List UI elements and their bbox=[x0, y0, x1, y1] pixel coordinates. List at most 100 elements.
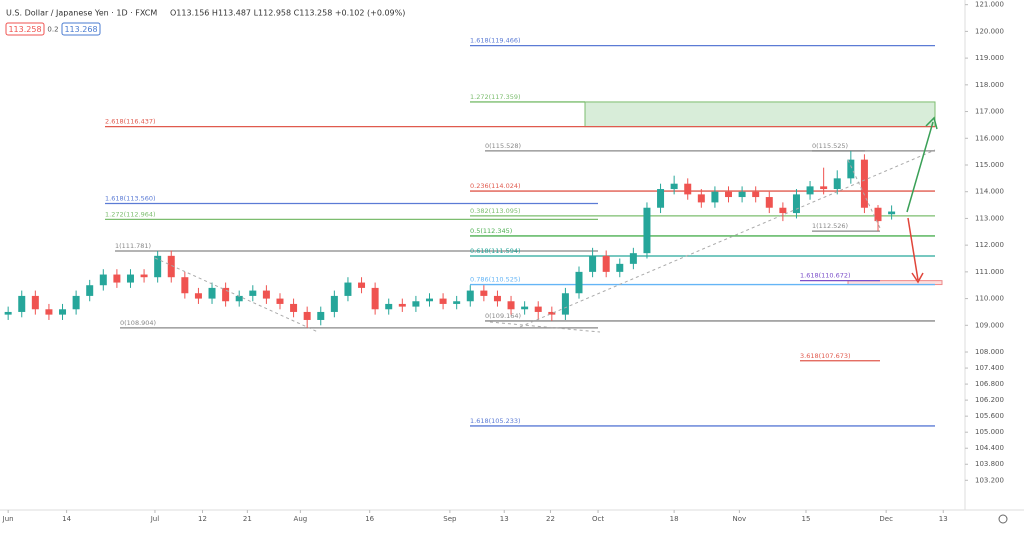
candle-body bbox=[385, 303, 393, 310]
fib-label: 0(115.528) bbox=[485, 142, 521, 150]
fib-label: 0.236(114.024) bbox=[470, 182, 521, 190]
x-tick-label: Jun bbox=[2, 515, 14, 523]
candle-body bbox=[4, 311, 12, 315]
candle-body bbox=[670, 183, 678, 190]
y-tick-label: 113.000 bbox=[975, 214, 1004, 222]
fib-label: 0(108.904) bbox=[120, 319, 156, 327]
candle-body bbox=[697, 194, 705, 203]
x-tick-label: Nov bbox=[733, 515, 747, 523]
candle-body bbox=[154, 255, 162, 278]
fib-label: 0.5(112.345) bbox=[470, 227, 512, 235]
target-zone bbox=[584, 101, 936, 128]
candle-body bbox=[493, 295, 501, 302]
trend-line bbox=[847, 159, 881, 229]
candle-body bbox=[167, 255, 175, 278]
candle-body bbox=[249, 290, 257, 296]
y-tick-label: 116.000 bbox=[975, 134, 1004, 142]
candle-body bbox=[711, 191, 719, 203]
y-tick-label: 108.000 bbox=[975, 348, 1004, 356]
candle-body bbox=[820, 186, 828, 190]
x-tick-label: 22 bbox=[546, 515, 555, 523]
candle-body bbox=[31, 295, 39, 310]
fib-label: 1.618(110.672) bbox=[800, 272, 851, 280]
candle-body bbox=[725, 191, 733, 198]
x-tick-label: 13 bbox=[939, 515, 948, 523]
y-tick-label: 119.000 bbox=[975, 54, 1004, 62]
fib-label: 1.272(117.359) bbox=[470, 93, 521, 101]
fib-label: 1.618(119.466) bbox=[470, 37, 521, 45]
candle-body bbox=[140, 274, 148, 278]
fib-label: 1(112.526) bbox=[812, 222, 848, 230]
up-arrow bbox=[906, 121, 934, 213]
candle-body bbox=[235, 295, 243, 302]
candle-body bbox=[589, 255, 597, 272]
y-tick-label: 109.000 bbox=[975, 321, 1004, 329]
candle-body bbox=[99, 274, 107, 286]
y-tick-label: 110.000 bbox=[975, 295, 1004, 303]
spread: 0.2 bbox=[47, 26, 58, 34]
y-tick-label: 111.000 bbox=[975, 268, 1004, 276]
candle-body bbox=[602, 255, 610, 272]
candle-body bbox=[657, 189, 665, 208]
y-tick-label: 115.000 bbox=[975, 161, 1004, 169]
fib-label: 0.618(111.594) bbox=[470, 247, 521, 255]
fib-label: 1.272(112.964) bbox=[105, 210, 156, 218]
candle-body bbox=[629, 253, 637, 264]
candle-body bbox=[371, 287, 379, 310]
y-tick-label: 104.400 bbox=[975, 444, 1004, 452]
y-tick-label: 120.000 bbox=[975, 27, 1004, 35]
fib-label: 0(115.525) bbox=[812, 142, 848, 150]
fib-levels: 1.618(119.466) 1.272(117.359) 2.618(116.43… bbox=[105, 37, 943, 427]
candle-body bbox=[548, 311, 556, 315]
candles bbox=[4, 150, 896, 328]
axes: 121.000 120.000 119.000 118.000 117.000 116.0… bbox=[2, 1, 1004, 523]
candle-body bbox=[303, 311, 311, 320]
candle-body bbox=[358, 282, 366, 288]
candle-body bbox=[439, 298, 447, 304]
down-arrow-head bbox=[911, 272, 924, 284]
symbol-title: U.S. Dollar / Japanese Yen · 1D · FXCM bbox=[6, 9, 157, 18]
candle-body bbox=[833, 178, 841, 190]
candle-body bbox=[344, 282, 352, 296]
candle-body bbox=[398, 303, 406, 307]
sell-badge[interactable] bbox=[5, 22, 45, 36]
buy-price[interactable]: 113.268 bbox=[64, 25, 97, 34]
x-tick-label: 15 bbox=[802, 515, 811, 523]
x-tick-label: Jul bbox=[150, 515, 160, 523]
x-tick-label: Sep bbox=[443, 515, 457, 523]
x-tick-label: 12 bbox=[198, 515, 207, 523]
candle-body bbox=[480, 290, 488, 296]
candle-body bbox=[126, 274, 134, 283]
settings-icon[interactable] bbox=[998, 514, 1008, 524]
candle-body bbox=[222, 287, 230, 302]
fib-label: 0(109.164) bbox=[485, 312, 521, 320]
y-tick-label: 121.000 bbox=[975, 1, 1004, 9]
x-tick-label: 13 bbox=[500, 515, 509, 523]
y-tick-label: 106.800 bbox=[975, 380, 1004, 388]
drawings bbox=[154, 116, 938, 333]
candle-body bbox=[45, 309, 53, 315]
y-tick-label: 107.400 bbox=[975, 364, 1004, 372]
candle-body bbox=[738, 191, 746, 198]
fib-label: 1.618(105.233) bbox=[470, 417, 521, 425]
down-arrow bbox=[907, 217, 919, 281]
candle-body bbox=[847, 159, 855, 179]
fib-label: 3.618(107.673) bbox=[800, 352, 851, 360]
x-tick-label: Aug bbox=[294, 515, 308, 523]
candle-body bbox=[888, 211, 896, 215]
candle-body bbox=[643, 207, 651, 254]
candle-body bbox=[806, 186, 814, 195]
y-tick-label: 106.200 bbox=[975, 396, 1004, 404]
y-tick-label: 103.800 bbox=[975, 460, 1004, 468]
sell-price[interactable]: 113.258 bbox=[8, 25, 41, 34]
candle-body bbox=[317, 311, 325, 320]
candle-body bbox=[752, 191, 760, 198]
ohlc-readout: O113.156 H113.487 L112.958 C113.258 +0.1… bbox=[170, 9, 405, 18]
buy-badge[interactable] bbox=[61, 22, 101, 36]
candle-body bbox=[113, 274, 121, 283]
candle-body bbox=[72, 295, 80, 310]
candle-body bbox=[507, 301, 515, 310]
y-tick-label: 118.000 bbox=[975, 81, 1004, 89]
